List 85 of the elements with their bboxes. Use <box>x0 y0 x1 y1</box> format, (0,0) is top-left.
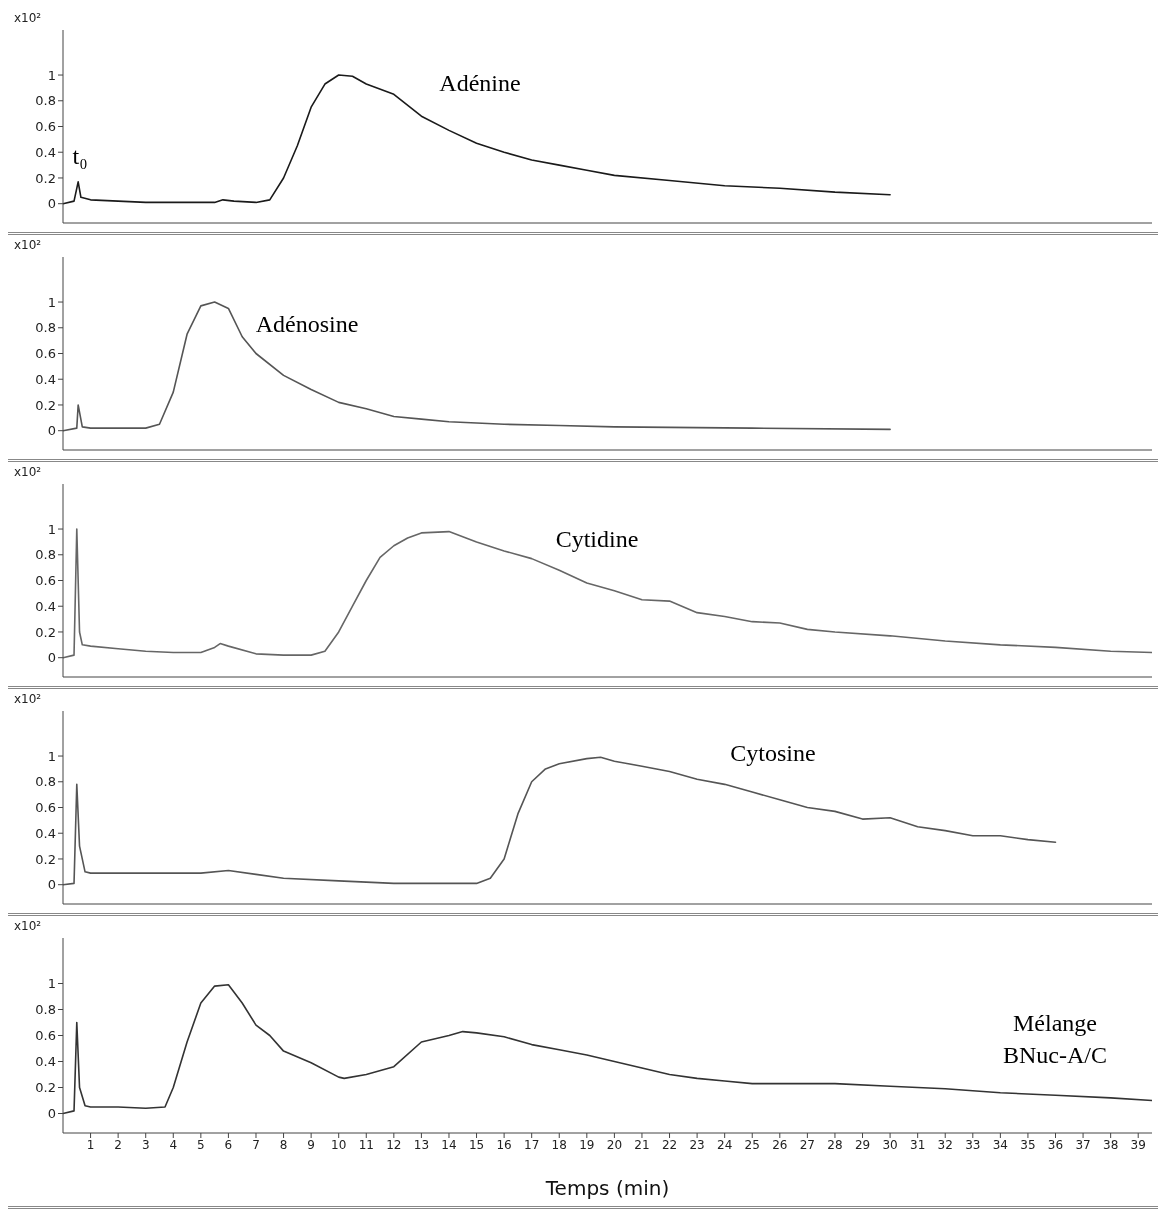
x-tick-label: 22 <box>661 1137 678 1152</box>
x-tick-label: 31 <box>910 1137 926 1152</box>
x-tick-label: 14 <box>441 1137 457 1152</box>
annotation: Adénosine <box>255 310 359 339</box>
y-tick-label: 1 <box>47 67 56 83</box>
x-tick-label: 38 <box>1103 1137 1119 1152</box>
y-tick-label: 0.4 <box>35 1054 56 1070</box>
y-tick-label: 0.2 <box>35 1080 56 1096</box>
x-tick-label: 35 <box>1020 1137 1036 1152</box>
x-tick-label: 10 <box>331 1137 347 1152</box>
line-series <box>63 984 1152 1115</box>
y-tick-label: 0 <box>47 196 56 212</box>
x-tick-label: 13 <box>413 1137 430 1152</box>
x-tick-label: 23 <box>689 1137 705 1152</box>
x-tick-label: 30 <box>882 1137 898 1152</box>
line-series <box>63 528 1152 659</box>
y-axis-title: x10² <box>14 919 42 933</box>
x-tick-label: 16 <box>496 1137 512 1152</box>
x-tick-label: 9 <box>307 1137 315 1152</box>
y-tick-label: 1 <box>47 294 56 310</box>
y-tick-label: 0 <box>47 423 56 439</box>
y-tick-label: 0 <box>47 1106 56 1122</box>
y-axis-title: x10² <box>14 692 42 706</box>
y-tick-label: 1 <box>47 976 56 992</box>
annotation: Cytidine <box>555 525 639 554</box>
y-tick-label: 1 <box>47 521 56 537</box>
y-tick-label: 0.8 <box>35 320 56 336</box>
x-tick-label: 17 <box>524 1137 540 1152</box>
y-tick-label: 0.2 <box>35 170 56 186</box>
y-tick-label: 0.6 <box>35 1028 56 1044</box>
x-tick-label: 11 <box>358 1137 374 1152</box>
line-series <box>63 74 891 205</box>
x-tick-label: 4 <box>169 1137 178 1152</box>
x-tick-label: 3 <box>141 1137 150 1152</box>
x-tick-label: 24 <box>717 1137 733 1152</box>
y-tick-label: 0 <box>47 877 56 893</box>
x-tick-label: 19 <box>579 1137 595 1152</box>
y-tick-label: 0.8 <box>35 1002 56 1018</box>
annotation: Cytosine <box>730 739 816 768</box>
x-tick-label: 27 <box>799 1137 816 1152</box>
y-tick-label: 0.6 <box>35 119 56 135</box>
y-tick-label: 0.4 <box>35 825 56 841</box>
x-tick-label: 15 <box>468 1137 485 1152</box>
y-tick-label: 0.8 <box>35 93 56 109</box>
x-tick-label: 34 <box>992 1137 1009 1152</box>
y-tick-label: 0.4 <box>35 144 56 160</box>
x-tick-label: 8 <box>279 1137 288 1152</box>
x-axis-title: Temps (min) <box>544 1176 670 1200</box>
y-tick-label: 0.4 <box>35 371 56 387</box>
y-axis-title: x10² <box>14 238 42 252</box>
y-tick-label: 0.4 <box>35 598 56 614</box>
annotation: Adénine <box>439 69 521 98</box>
y-tick-label: 0.8 <box>35 774 56 790</box>
x-tick-label: 20 <box>606 1137 623 1152</box>
y-tick-label: 0.2 <box>35 851 56 867</box>
y-axis-title: x10² <box>14 465 42 479</box>
x-tick-label: 28 <box>827 1137 843 1152</box>
line-series <box>63 301 891 432</box>
y-tick-label: 0.6 <box>35 346 56 362</box>
x-tick-label: 7 <box>252 1137 260 1152</box>
annotation: t₀ <box>72 142 88 171</box>
y-axis-title: x10² <box>14 11 42 25</box>
y-tick-label: 0.6 <box>35 800 56 816</box>
x-tick-label: 18 <box>551 1137 567 1152</box>
x-tick-label: 26 <box>772 1137 788 1152</box>
y-tick-label: 0.8 <box>35 547 56 563</box>
x-tick-label: 1 <box>86 1137 95 1152</box>
y-tick-label: 1 <box>47 748 56 764</box>
y-tick-label: 0.2 <box>35 624 56 640</box>
x-tick-label: 33 <box>965 1137 981 1152</box>
x-tick-label: 6 <box>224 1137 233 1152</box>
x-tick-label: 25 <box>744 1137 760 1152</box>
y-tick-label: 0.6 <box>35 573 56 589</box>
x-tick-label: 29 <box>854 1137 871 1152</box>
x-tick-label: 32 <box>937 1137 953 1152</box>
y-tick-label: 0.2 <box>35 397 56 413</box>
x-tick-label: 12 <box>386 1137 402 1152</box>
y-tick-label: 0 <box>47 650 56 666</box>
x-tick-label: 36 <box>1047 1137 1064 1152</box>
x-tick-label: 2 <box>114 1137 122 1152</box>
x-tick-label: 21 <box>634 1137 650 1152</box>
x-tick-label: 39 <box>1130 1137 1146 1152</box>
x-tick-label: 5 <box>197 1137 205 1152</box>
x-tick-label: 37 <box>1075 1137 1091 1152</box>
annotation: Mélange BNuc-A/C <box>1003 1009 1107 1070</box>
